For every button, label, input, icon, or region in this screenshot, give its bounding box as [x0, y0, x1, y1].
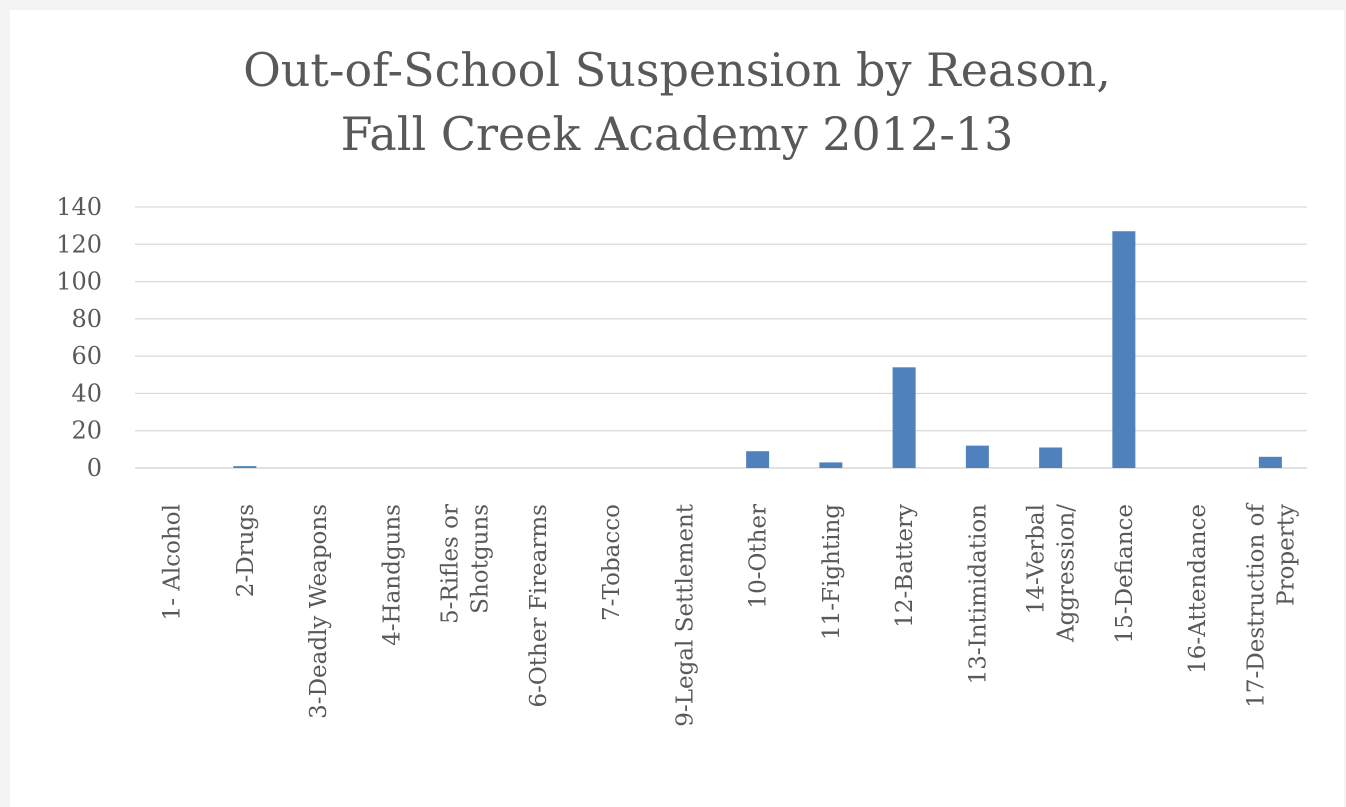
x-tick-label: Shotguns [468, 504, 494, 614]
y-axis-ticks: 0 20 40 60 80 100 120 140 [56, 193, 102, 482]
x-tick-label: 9-Legal Settlement [672, 503, 698, 726]
bar-chart: Out-of-School Suspension by Reason, Fall… [56, 43, 1307, 727]
bar [746, 451, 770, 468]
x-tick-label: 1- Alcohol [160, 504, 186, 620]
x-tick-label: 17-Destruction of [1243, 503, 1269, 708]
bar [1258, 456, 1282, 468]
y-tick-label: 140 [56, 193, 102, 221]
gridlines [135, 206, 1307, 469]
x-tick-label: 12-Battery [892, 504, 918, 628]
x-tick-label: 11-Fighting [819, 504, 845, 640]
x-tick-label: Property [1273, 504, 1299, 606]
x-tick-label: 6-Other Firearms [526, 504, 552, 707]
y-tick-label: 100 [56, 268, 102, 296]
x-tick-label: 2-Drugs [233, 504, 259, 597]
bar [965, 445, 989, 468]
y-tick-label: 0 [87, 454, 102, 482]
chart-title-line-2: Fall Creek Academy 2012-13 [341, 107, 1014, 161]
y-tick-label: 40 [71, 379, 102, 407]
bar [892, 367, 916, 468]
bars [233, 231, 1282, 468]
x-tick-label: 14-Verbal [1024, 504, 1050, 614]
x-tick-label: 13-Intimidation [965, 504, 991, 685]
x-tick-label: 15-Defiance [1112, 504, 1138, 643]
x-tick-label: 10-Other [746, 504, 772, 609]
x-tick-label: 4-Handguns [379, 504, 405, 646]
bar [1112, 231, 1136, 468]
y-tick-label: 120 [56, 230, 102, 258]
x-axis-labels: 1- Alcohol 2-Drugs 3-Deadly Weapons 4-Handg… [160, 503, 1300, 727]
x-tick-label: 16-Attendance [1185, 504, 1211, 674]
y-tick-label: 60 [71, 342, 102, 370]
x-tick-label: 5-Rifles or [438, 504, 464, 624]
bar [819, 462, 843, 468]
x-tick-label: 3-Deadly Weapons [306, 504, 332, 719]
x-tick-label: 7-Tobacco [599, 504, 625, 621]
y-tick-label: 20 [71, 417, 102, 445]
bar [1039, 447, 1063, 468]
chart-title-line-1: Out-of-School Suspension by Reason, [243, 43, 1111, 97]
bar [233, 466, 257, 468]
y-tick-label: 80 [71, 305, 102, 333]
chart-panel: Out-of-School Suspension by Reason, Fall… [10, 10, 1344, 807]
x-tick-label: Aggression/ [1054, 504, 1080, 643]
